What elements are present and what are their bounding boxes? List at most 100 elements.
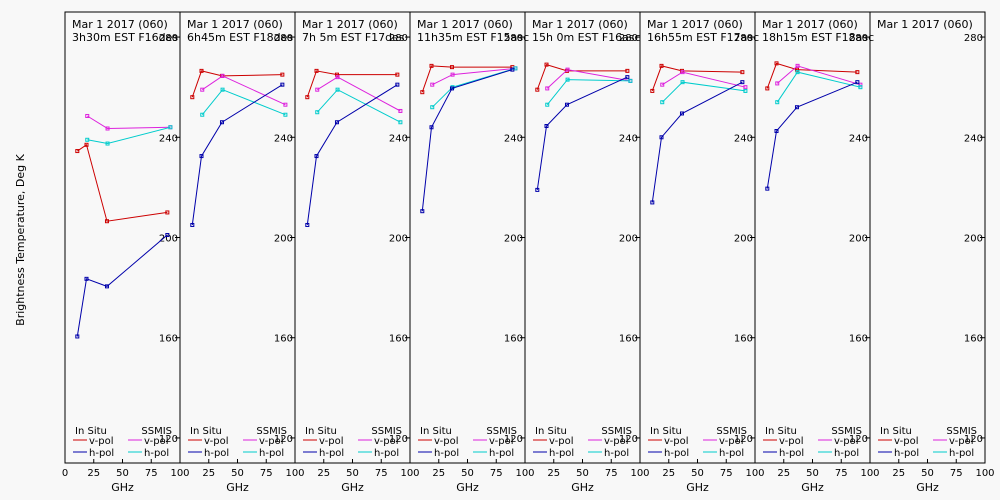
data-point-ssmis-v [450, 72, 455, 77]
series-line-ssmis-v [317, 76, 401, 112]
series-ssmis-h [660, 80, 748, 105]
data-point-insitu-v [305, 95, 310, 100]
panel-title-date: Mar 1 2017 (060) [647, 18, 743, 31]
data-point-insitu-v [650, 88, 655, 93]
series-ssmis-v [315, 75, 403, 113]
x-tick-label: 25 [777, 468, 790, 479]
legend-ssmis-header: SSMIS [716, 426, 747, 437]
series-line-ssmis-v [432, 67, 516, 86]
data-point-insitu-v [314, 68, 319, 73]
series-line-insitu-h [306, 84, 398, 226]
y-tick-label: 160 [734, 334, 753, 345]
y-tick-label: 160 [389, 334, 408, 345]
data-point-insitu-v [75, 149, 80, 154]
y-tick-label: 160 [964, 334, 983, 345]
legend-ssmis-hpol-label: h-pol [374, 448, 399, 459]
y-tick-label: 240 [849, 133, 868, 144]
data-point-insitu-v [395, 72, 400, 77]
data-point-insitu-h [774, 129, 779, 134]
x-tick-label: 50 [231, 468, 244, 479]
y-tick-label: 200 [159, 234, 178, 245]
data-point-ssmis-v [565, 67, 570, 72]
data-point-ssmis-h [315, 110, 320, 115]
data-point-ssmis-v [315, 87, 320, 92]
data-point-ssmis-v [545, 86, 550, 91]
panel-7: Mar 1 2017 (060)18h15m EST F18asc 120 160 2… [754, 11, 880, 494]
data-point-insitu-h [420, 209, 425, 214]
data-point-insitu-h [165, 232, 170, 237]
legend-ssmis-hpol-label: h-pol [834, 448, 859, 459]
legend-ssmis-vpol-label: v-pol [259, 436, 284, 447]
legend-ssmis-header: SSMIS [486, 426, 517, 437]
data-point-ssmis-v [795, 63, 800, 68]
y-tick-label: 280 [849, 33, 868, 44]
panel-5: Mar 1 2017 (060)15h 0m EST F16asc 120 160 2… [524, 11, 650, 494]
y-tick-label: 160 [159, 334, 178, 345]
legend-in-situ-header: In Situ [420, 426, 452, 437]
data-point-insitu-h [794, 105, 799, 110]
series-line-insitu-v [536, 63, 628, 90]
panel-title-date: Mar 1 2017 (060) [762, 18, 858, 31]
data-point-ssmis-h [565, 77, 570, 82]
legend-ssmis-vpol-label: v-pol [374, 436, 399, 447]
data-point-ssmis-h [858, 85, 863, 90]
legend-ssmis-vpol-label: v-pol [604, 436, 629, 447]
series-line-insitu-h [766, 81, 858, 189]
x-axis-label: GHz [686, 481, 709, 494]
legend-ssmis-hpol-label: h-pol [259, 448, 284, 459]
y-tick-label: 120 [274, 434, 293, 445]
y-tick-label: 200 [389, 234, 408, 245]
series-line-ssmis-v [776, 65, 861, 86]
x-tick-label: 25 [87, 468, 100, 479]
x-tick-label: 75 [145, 468, 158, 479]
x-tick-label: 75 [720, 468, 733, 479]
data-point-ssmis-v [283, 102, 288, 107]
y-tick-label: 160 [849, 334, 868, 345]
data-point-insitu-h [765, 186, 770, 191]
data-point-insitu-v [84, 142, 89, 147]
series-insitu-h [190, 82, 285, 227]
panel-title-date: Mar 1 2017 (060) [302, 18, 398, 31]
legend-ssmis-header: SSMIS [371, 426, 402, 437]
x-tick-label: 75 [260, 468, 273, 479]
y-tick-label: 240 [159, 133, 178, 144]
series-line-ssmis-h [661, 81, 746, 103]
series-ssmis-v [85, 113, 173, 131]
data-point-insitu-h [564, 102, 569, 107]
x-tick-label: 100 [975, 468, 994, 479]
data-point-insitu-h [679, 111, 684, 116]
legend-ssmis-vpol-label: v-pol [834, 436, 859, 447]
series-insitu-h [305, 82, 400, 227]
y-tick-label: 160 [504, 334, 523, 345]
y-tick-label: 120 [964, 434, 983, 445]
data-point-insitu-v [449, 65, 454, 70]
x-tick-label: 50 [691, 468, 704, 479]
legend-in-situ-header: In Situ [190, 426, 222, 437]
data-point-ssmis-v [430, 82, 435, 87]
x-tick-label: 75 [605, 468, 618, 479]
panel-title-date: Mar 1 2017 (060) [417, 18, 513, 31]
x-tick-label: 100 [745, 468, 764, 479]
data-point-ssmis-v [743, 85, 748, 90]
y-tick-label: 280 [389, 33, 408, 44]
legend-insitu-vpol-label: v-pol [434, 436, 459, 447]
series-line-ssmis-h [546, 79, 631, 106]
panel-title-date: Mar 1 2017 (060) [187, 18, 283, 31]
series-insitu-h [765, 80, 860, 191]
series-ssmis-h [200, 87, 288, 117]
data-point-insitu-v [165, 210, 170, 215]
legend-ssmis-hpol-label: h-pol [144, 448, 169, 459]
data-point-insitu-h [305, 222, 310, 227]
x-axis-label: GHz [801, 481, 824, 494]
panel-title-date: Mar 1 2017 (060) [532, 18, 628, 31]
y-tick-label: 120 [159, 434, 178, 445]
legend-insitu-hpol-label: h-pol [894, 448, 919, 459]
x-tick-label: 75 [375, 468, 388, 479]
data-point-ssmis-v [660, 82, 665, 87]
legend-in-situ-header: In Situ [75, 426, 107, 437]
